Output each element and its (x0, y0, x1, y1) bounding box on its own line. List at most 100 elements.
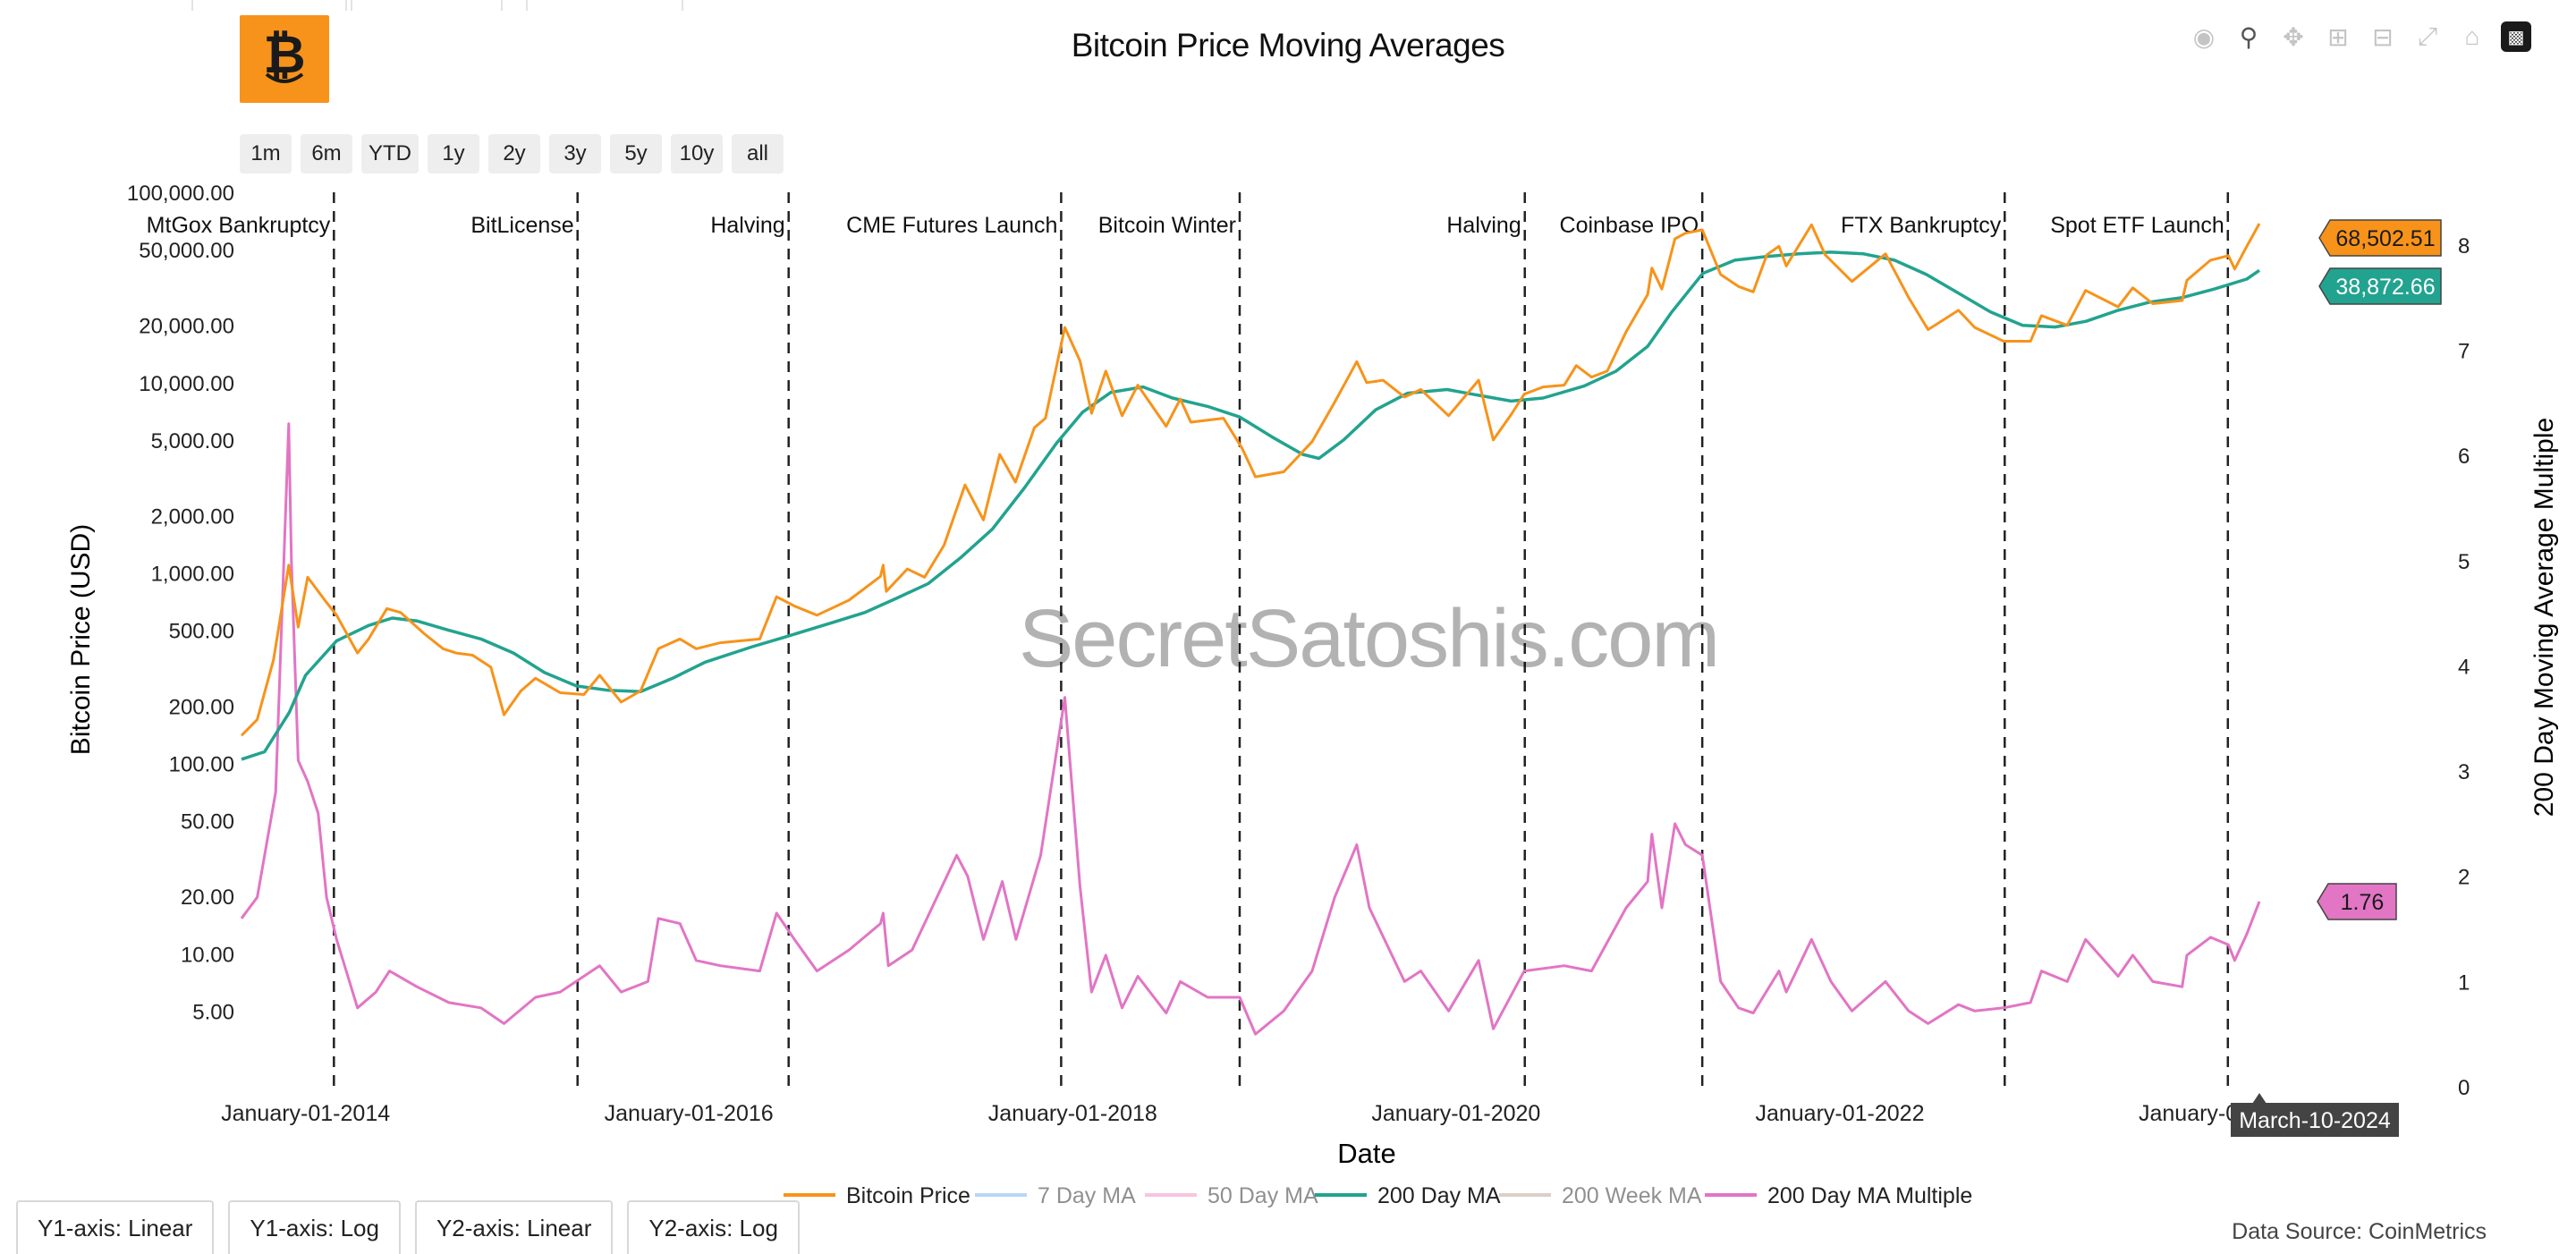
reset-axes-icon[interactable]: ⌂ (2464, 22, 2480, 50)
y2-axis-ticks: 0 1 2 3 4 5 6 7 8 (2458, 234, 2470, 1100)
y2-tick-label: 7 (2458, 339, 2470, 363)
y2-tick-label: 3 (2458, 760, 2470, 784)
legend-item-200-week-ma[interactable]: 200 Week MA (1499, 1183, 1702, 1208)
y-tick-label: 200.00 (169, 695, 234, 719)
y-tick-label: 500.00 (169, 620, 234, 644)
y2-log-button[interactable]: Y2-axis: Log (627, 1200, 800, 1254)
legend-label: 200 Day MA Multiple (1767, 1183, 1972, 1208)
x-tick-label: January-01-2016 (605, 1101, 774, 1126)
autoscale-icon[interactable]: ⤢ (2417, 21, 2438, 50)
y-tick-label: 5.00 (192, 1000, 234, 1024)
range-button-all[interactable]: all (732, 134, 784, 174)
legend-label: 200 Week MA (1562, 1183, 1702, 1208)
event-label: Bitcoin Winter (1098, 213, 1236, 238)
legend: Bitcoin Price 7 Day MA 50 Day MA 200 Day MA… (784, 1183, 1972, 1208)
y-tick-label: 2,000.00 (151, 505, 234, 530)
y2-tick-label: 0 (2458, 1076, 2470, 1100)
legend-label: Bitcoin Price (846, 1183, 970, 1208)
y-tick-label: 20.00 (181, 885, 234, 910)
legend-item-50-day-ma[interactable]: 50 Day MA (1145, 1183, 1318, 1208)
y-tick-label: 50.00 (181, 810, 234, 835)
range-button-10y[interactable]: 10y (671, 134, 723, 174)
event-label: Coinbase IPO (1560, 213, 1699, 238)
series-lines (240, 223, 2261, 1036)
x-tick-label: January-01-2020 (1371, 1101, 1540, 1126)
legend-label: 7 Day MA (1038, 1183, 1136, 1208)
x-axis-label: Date (1337, 1138, 1395, 1169)
y-tick-label: 1,000.00 (151, 563, 234, 587)
y2-tick-label: 4 (2458, 655, 2470, 679)
zoom-icon[interactable]: ⚲ (2239, 22, 2258, 51)
x-tick-label: January-01-2018 (988, 1101, 1157, 1126)
event-label: MtGox Bankruptcy (147, 213, 331, 238)
legend-label: 50 Day MA (1208, 1183, 1318, 1208)
data-source: Data Source: CoinMetrics (2232, 1219, 2487, 1244)
hover-multiple-label: 1.76 (2341, 890, 2385, 915)
y2-linear-button[interactable]: Y2-axis: Linear (414, 1200, 614, 1254)
event-label: Halving (1446, 213, 1521, 238)
modebar: ◉ ⚲ ✥ ⊞ ⊟ ⤢ ⌂ ▩ (2188, 18, 2531, 55)
bitcoin-logo: ₿ (240, 15, 329, 103)
y-tick-label: 50,000.00 (139, 239, 234, 263)
camera-icon[interactable]: ◉ (2192, 22, 2216, 51)
y1-linear-button[interactable]: Y1-axis: Linear (16, 1200, 215, 1254)
legend-item-200-day-ma[interactable]: 200 Day MA (1315, 1183, 1501, 1208)
y-tick-label: 100.00 (169, 752, 234, 776)
event-label: Halving (710, 213, 784, 238)
hover-date-label: March-10-2024 (2239, 1108, 2391, 1133)
zoom-in-icon[interactable]: ⊞ (2327, 22, 2349, 51)
range-button-1m[interactable]: 1m (240, 134, 292, 174)
chart-title: Bitcoin Price Moving Averages (1071, 27, 1505, 64)
y1-log-button[interactable]: Y1-axis: Log (228, 1200, 401, 1254)
event-label: Spot ETF Launch (2050, 213, 2224, 238)
y2-axis-label: 200 Day Moving Average Multiple (2529, 418, 2559, 817)
y-axis-ticks: 5.00 10.00 20.00 50.00 100.00 200.00 500.00 1,0… (127, 182, 234, 1024)
range-button-2y[interactable]: 2y (488, 134, 540, 174)
hover-labels: 68,502.51 38,872.66 1.76 March-10-2024 (2231, 219, 2442, 1137)
range-button-ytd[interactable]: YTD (361, 134, 419, 174)
legend-item-7-day-ma[interactable]: 7 Day MA (975, 1183, 1136, 1208)
series-line-200-day-ma-multiple (240, 422, 2261, 1036)
hover-ma200-label-box (2318, 267, 2442, 305)
series-line-200-day-ma (241, 250, 2260, 761)
y2-tick-label: 1 (2458, 970, 2470, 995)
range-button-3y[interactable]: 3y (549, 134, 601, 174)
range-button-6m[interactable]: 6m (301, 134, 352, 174)
legend-item-200-day-ma-multiple[interactable]: 200 Day MA Multiple (1705, 1183, 1972, 1208)
plotly-logo-icon[interactable]: ▩ (2501, 21, 2531, 52)
legend-item-bitcoin-price[interactable]: Bitcoin Price (784, 1183, 970, 1208)
event-label: CME Futures Launch (846, 213, 1057, 238)
range-button-1y[interactable]: 1y (428, 134, 479, 174)
hover-price-label: 68,502.51 (2335, 226, 2435, 251)
zoom-out-icon[interactable]: ⊟ (2372, 22, 2394, 51)
svg-text:₿: ₿ (263, 26, 305, 84)
hover-date-box (2231, 1103, 2399, 1137)
event-lines: MtGox Bankruptcy BitLicense Halving CME Fut… (147, 192, 2230, 1087)
hover-date-pointer (2252, 1093, 2267, 1104)
x-tick-label: January-01-2022 (1755, 1101, 1924, 1126)
y2-tick-label: 5 (2458, 550, 2470, 574)
y-tick-label: 10.00 (181, 943, 234, 967)
axis-toggle-buttons: Y1-axis: Linear Y1-axis: Log Y2-axis: Li… (16, 1200, 800, 1254)
x-tick-label: January-01-2014 (221, 1101, 390, 1126)
event-label: BitLicense (470, 213, 573, 238)
y-tick-label: 5,000.00 (151, 429, 234, 453)
y2-tick-label: 6 (2458, 445, 2470, 469)
hover-multiple-label-box (2317, 883, 2397, 920)
y2-tick-label: 8 (2458, 234, 2470, 258)
watermark: SecretSatoshis.com (1019, 593, 1718, 684)
event-label: FTX Bankruptcy (1841, 213, 2002, 238)
pan-icon[interactable]: ✥ (2283, 22, 2304, 51)
hover-ma200-label: 38,872.66 (2335, 275, 2435, 300)
y-tick-label: 10,000.00 (139, 372, 234, 396)
hover-price-label-box (2318, 219, 2442, 257)
y-tick-label: 100,000.00 (127, 182, 234, 206)
top-tab-strip (0, 0, 805, 11)
y-tick-label: 20,000.00 (139, 315, 234, 339)
range-button-5y[interactable]: 5y (610, 134, 662, 174)
legend-label: 200 Day MA (1377, 1183, 1501, 1208)
range-selector: 1m 6m YTD 1y 2y 3y 5y 10y all (240, 134, 784, 174)
y2-tick-label: 2 (2458, 866, 2470, 890)
x-axis-ticks: January-01-2014 January-01-2016 January-01… (221, 1101, 2308, 1126)
